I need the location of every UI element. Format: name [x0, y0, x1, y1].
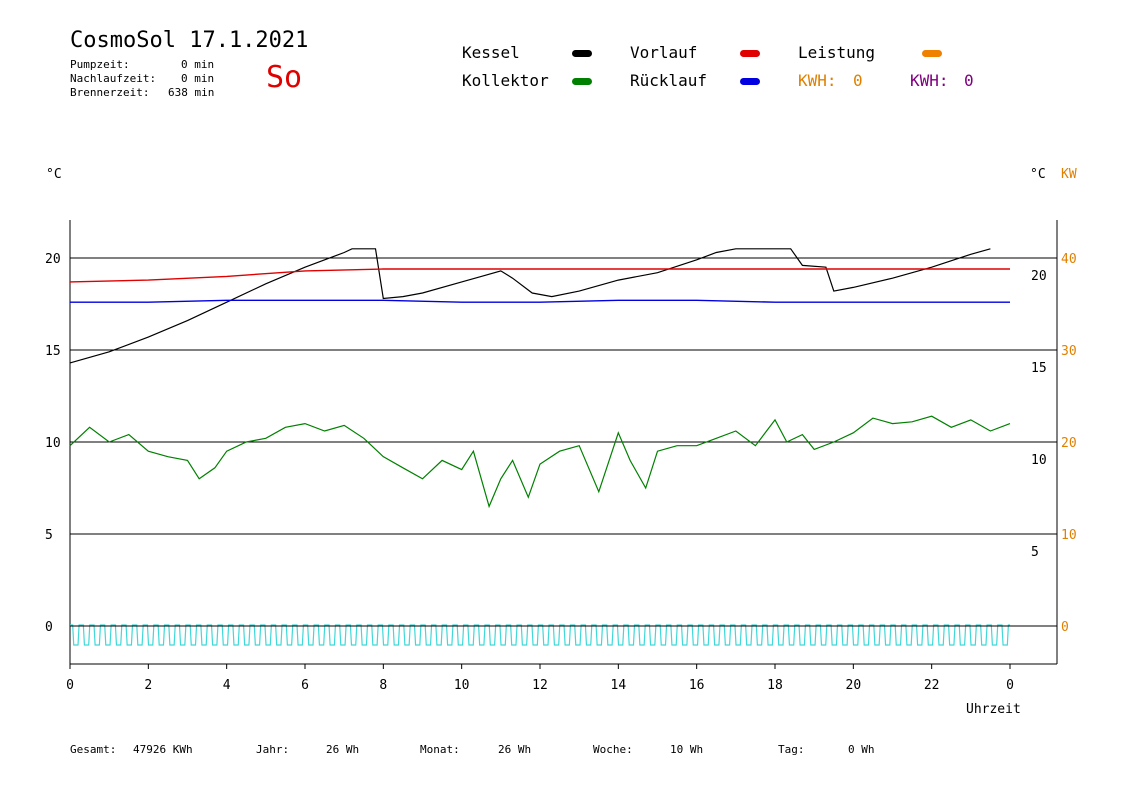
stat-nachlaufzeit-label: Nachlaufzeit: [70, 72, 157, 85]
legend-kessel-label: Kessel [462, 43, 520, 62]
y-tick-right-label: 10 [1031, 453, 1047, 468]
series-leistung-line [70, 624, 1010, 646]
footer-jahr-value: 26 Wh [326, 743, 360, 756]
x-tick-label: 6 [301, 678, 309, 693]
x-axis-label: Uhrzeit [966, 702, 1021, 717]
stat-pumpzeit-value: 0 min [181, 58, 215, 71]
y-axis-kw-unit: KW [1061, 167, 1077, 182]
footer-monat-label: Monat: [420, 743, 460, 756]
legend-vorlauf-swatch [740, 50, 760, 57]
series-rcklauf-line [70, 299, 1010, 303]
footer-woche-label: Woche: [593, 743, 633, 756]
x-tick-label: 20 [846, 678, 862, 693]
legend-ruecklauf-swatch [740, 78, 760, 85]
footer-gesamt-label: Gesamt: [70, 743, 117, 756]
x-tick-label: 14 [611, 678, 627, 693]
y-tick-right-label: 5 [1031, 545, 1039, 560]
stat-brennerzeit-value: 638 min [168, 86, 215, 99]
legend-kwh-orange-value: 0 [853, 71, 863, 90]
legend-kollektor-swatch [572, 78, 592, 85]
x-tick-label: 0 [66, 678, 74, 693]
legend-kollektor-label: Kollektor [462, 71, 549, 90]
y-tick-left-label: 0 [45, 620, 53, 635]
y-tick-left-label: 5 [45, 528, 53, 543]
legend-leistung-label: Leistung [798, 43, 876, 62]
footer-jahr-label: Jahr: [256, 743, 290, 756]
y-tick-left-label: 10 [45, 436, 61, 451]
y-tick-kw-label: 30 [1061, 344, 1077, 359]
stat-nachlaufzeit-value: 0 min [181, 72, 215, 85]
x-tick-label: 8 [379, 678, 387, 693]
y-axis-right-unit: °C [1030, 167, 1046, 182]
x-tick-label: 12 [532, 678, 548, 693]
x-tick-label: 10 [454, 678, 470, 693]
series-vorlauf-line [69, 268, 1010, 283]
series-kollektor-line [69, 415, 1011, 509]
y-tick-kw-label: 10 [1061, 528, 1077, 543]
stat-brennerzeit-label: Brennerzeit: [70, 86, 150, 99]
chart-title: CosmoSol 17.1.2021 [70, 28, 309, 53]
y-tick-left-label: 20 [45, 252, 61, 267]
legend-kessel-swatch [572, 50, 592, 57]
y-tick-left-label: 15 [45, 344, 61, 359]
y-axis-left-unit: °C [46, 167, 62, 182]
y-tick-right-label: 20 [1031, 269, 1047, 284]
x-tick-label: 22 [924, 678, 940, 693]
footer-tag-value: 0 Wh [848, 743, 875, 756]
stat-pumpzeit-label: Pumpzeit: [70, 58, 130, 71]
footer-tag-label: Tag: [778, 743, 805, 756]
y-tick-kw-label: 20 [1061, 436, 1077, 451]
footer-monat-value: 26 Wh [498, 743, 532, 756]
y-tick-kw-label: 40 [1061, 252, 1077, 267]
footer-woche-value: 10 Wh [670, 743, 704, 756]
x-tick-label: 2 [144, 678, 152, 693]
series-kessel-line [69, 248, 991, 364]
y-tick-kw-label: 0 [1061, 620, 1069, 635]
y-tick-right-label: 15 [1031, 361, 1047, 376]
footer-gesamt-value: 47926 KWh [133, 743, 193, 756]
x-tick-label: 16 [689, 678, 705, 693]
legend-leistung-swatch [922, 50, 942, 57]
x-tick-label: 18 [767, 678, 783, 693]
legend-kwh-purple-label: KWH: [910, 71, 949, 90]
legend-kwh-orange-label: KWH: [798, 71, 837, 90]
legend-vorlauf-label: Vorlauf [630, 43, 698, 62]
x-tick-label: 4 [223, 678, 231, 693]
weekday-label: So [266, 60, 303, 95]
legend-kwh-purple-value: 0 [964, 71, 974, 90]
x-tick-label: 0 [1006, 678, 1014, 693]
legend-ruecklauf-label: Rücklauf [630, 71, 708, 90]
